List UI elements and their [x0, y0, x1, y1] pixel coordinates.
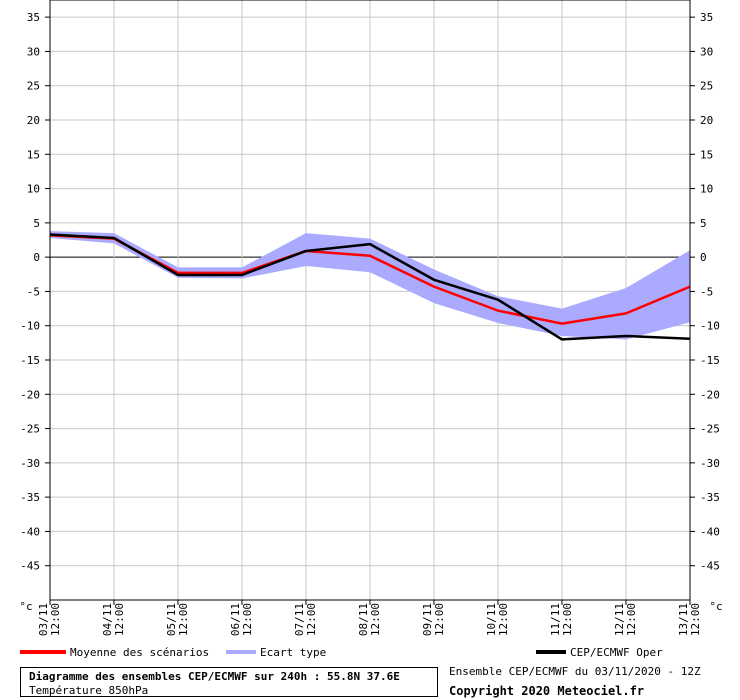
legend: Moyenne des scénarios Ecart type CEP/ECMWF… [20, 646, 663, 659]
y-tick-label: 5 [33, 217, 40, 230]
y-tick-label: -10 [20, 320, 40, 333]
x-tick-label-date: 06/11 [229, 603, 242, 636]
legend-label: CEP/ECMWF Oper [570, 646, 663, 659]
y-tick-label: -10 [700, 320, 720, 333]
legend-label: Ecart type [260, 646, 326, 659]
x-tick-label-time: 12:00 [625, 603, 638, 636]
y-tick-label: 15 [700, 148, 713, 161]
y-tick-label: 20 [27, 114, 40, 127]
y-tick-label: 25 [27, 80, 40, 93]
x-tick-label-group: 08/11 12:00 [357, 603, 382, 636]
copyright: Copyright 2020 Meteociel.fr [449, 684, 645, 698]
x-tick-label-group: 09/11 12:00 [421, 603, 446, 636]
y-tick-label: -25 [20, 423, 40, 436]
x-tick-label-time: 12:00 [241, 603, 254, 636]
x-tick-label-date: 12/11 [613, 603, 626, 636]
axis-layer: 35 35 30 30 25 25 20 20 15 15 10 10 5 5 0 0 -5 -5 -10 -10 -1… [19, 0, 723, 636]
y-tick-label: -45 [700, 560, 720, 573]
y-tick-label: 10 [27, 183, 40, 196]
y-tick-label: -35 [700, 491, 720, 504]
chart-title: Diagramme des ensembles CEP/ECMWF sur 24… [29, 670, 400, 683]
x-tick-label-date: 08/11 [357, 603, 370, 636]
x-tick-label-group: 06/11 12:00 [229, 603, 254, 636]
x-tick-label-time: 12:00 [561, 603, 574, 636]
chart-subtitle: Température 850hPa [29, 684, 149, 697]
y-unit-label: °c [709, 600, 722, 613]
x-tick-label-date: 10/11 [485, 603, 498, 636]
x-tick-label-group: 04/11 12:00 [101, 603, 126, 636]
y-tick-label: 5 [700, 217, 707, 230]
y-unit-label: °c [19, 600, 32, 613]
y-tick-label: 35 [27, 11, 40, 24]
y-tick-label: 35 [700, 11, 713, 24]
y-tick-label: -30 [700, 457, 720, 470]
y-tick-label: -5 [700, 285, 713, 298]
x-tick-label-time: 12:00 [305, 603, 318, 636]
y-tick-label: -30 [20, 457, 40, 470]
y-tick-label: -40 [700, 525, 720, 538]
x-tick-label-group: 11/11 12:00 [549, 603, 574, 636]
y-tick-label: -20 [20, 388, 40, 401]
x-tick-label-date: 05/11 [165, 603, 178, 636]
x-tick-label-group: 13/11 12:00 [677, 603, 702, 636]
x-tick-label-date: 09/11 [421, 603, 434, 636]
line-layer [49, 233, 691, 341]
y-tick-label: -40 [20, 525, 40, 538]
band-layer [50, 231, 690, 340]
grid-layer [49, 0, 691, 600]
x-tick-label-time: 12:00 [689, 603, 702, 636]
legend-label: Moyenne des scénarios [70, 646, 209, 659]
x-tick-label-time: 12:00 [177, 603, 190, 636]
chart-title-box: Diagramme des ensembles CEP/ECMWF sur 24… [20, 667, 438, 697]
x-tick-label-date: 04/11 [101, 603, 114, 636]
y-tick-label: 10 [700, 183, 713, 196]
x-tick-label-time: 12:00 [113, 603, 126, 636]
oper-line [49, 233, 691, 341]
y-tick-label: -15 [20, 354, 40, 367]
y-tick-label: 15 [27, 148, 40, 161]
x-tick-label-date: 13/11 [677, 603, 690, 636]
ecart-type-band [50, 231, 690, 340]
y-tick-label: 25 [700, 80, 713, 93]
y-tick-label: -35 [20, 491, 40, 504]
x-tick-label-time: 12:00 [433, 603, 446, 636]
x-tick-label-date: 11/11 [549, 603, 562, 636]
x-tick-label-group: 07/11 12:00 [293, 603, 318, 636]
x-tick-label-date: 07/11 [293, 603, 306, 636]
x-tick-label-group: 03/11 12:00 [37, 603, 62, 636]
y-tick-label: -15 [700, 354, 720, 367]
y-tick-label: -45 [20, 560, 40, 573]
y-tick-label: -20 [700, 388, 720, 401]
x-tick-label-time: 12:00 [49, 603, 62, 636]
x-tick-label-time: 12:00 [369, 603, 382, 636]
y-tick-label: -5 [27, 285, 40, 298]
x-tick-label-time: 12:00 [497, 603, 510, 636]
run-info: Ensemble CEP/ECMWF du 03/11/2020 - 12Z [449, 665, 701, 678]
y-tick-label: 30 [700, 45, 713, 58]
y-tick-label: -25 [700, 423, 720, 436]
y-tick-label: 20 [700, 114, 713, 127]
x-tick-label-date: 03/11 [37, 603, 50, 636]
x-tick-label-group: 10/11 12:00 [485, 603, 510, 636]
y-tick-label: 0 [700, 251, 707, 264]
x-tick-label-group: 12/11 12:00 [613, 603, 638, 636]
y-tick-label: 30 [27, 45, 40, 58]
x-tick-label-group: 05/11 12:00 [165, 603, 190, 636]
y-tick-label: 0 [33, 251, 40, 264]
plot-frame [49, 0, 691, 601]
